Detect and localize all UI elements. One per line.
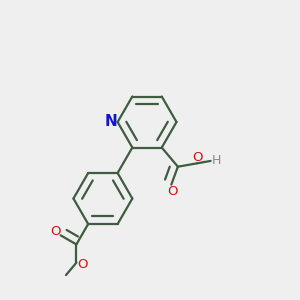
Text: O: O	[192, 151, 203, 164]
Text: O: O	[167, 185, 178, 198]
Text: H: H	[212, 154, 221, 167]
Text: O: O	[50, 225, 61, 238]
Text: N: N	[105, 114, 118, 129]
Text: O: O	[77, 258, 88, 271]
